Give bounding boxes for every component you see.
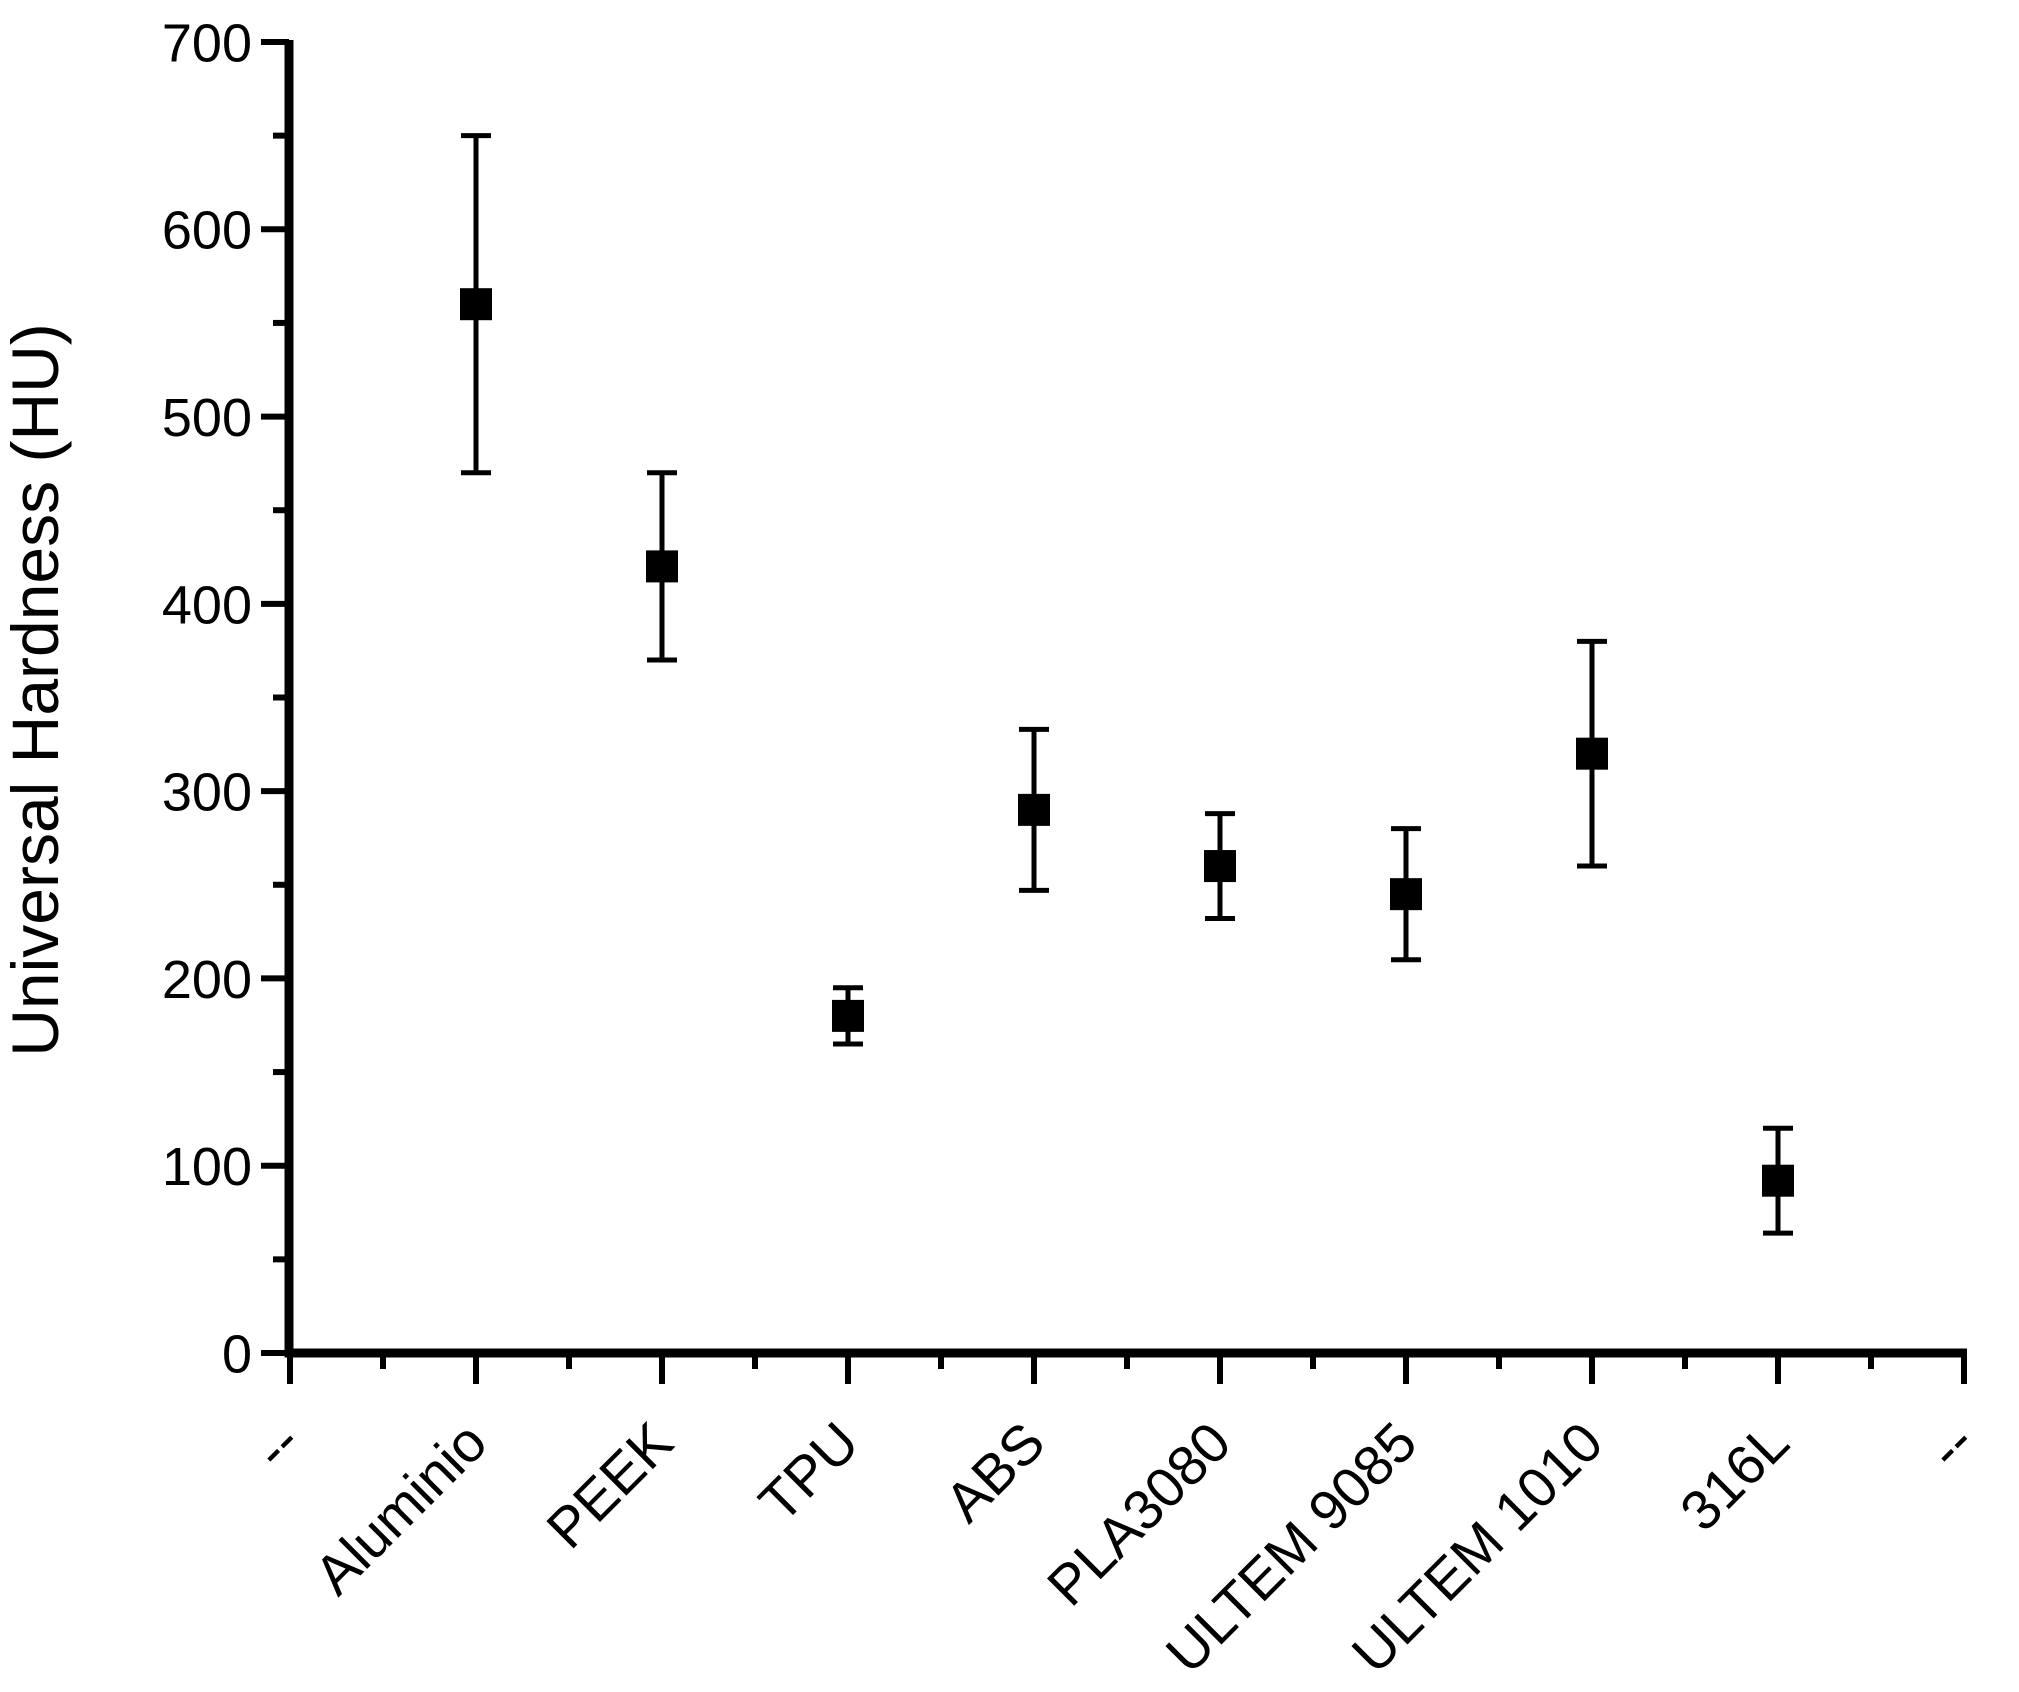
data-point-marker-316l: [1762, 1164, 1794, 1197]
data-point-marker-aluminio: [460, 288, 492, 321]
x-category-label: --: [1916, 1410, 1987, 1481]
x-category-label: PEEK: [534, 1410, 684, 1560]
data-point-marker-ultem-1010: [1576, 737, 1608, 770]
data-point-marker-tpu: [832, 999, 864, 1032]
x-category-label: TPU: [747, 1410, 871, 1534]
x-category-label: 316L: [1668, 1410, 1801, 1543]
y-tick-label: 300: [162, 763, 252, 823]
data-point-marker-peek: [646, 550, 678, 583]
y-tick-label: 700: [162, 13, 252, 73]
x-category-label: ABS: [933, 1410, 1057, 1534]
data-point-marker-abs: [1018, 793, 1050, 826]
y-tick-label: 100: [162, 1137, 252, 1197]
y-tick-label: 400: [162, 575, 252, 635]
data-point-marker-pla3080: [1204, 850, 1236, 883]
y-tick-label: 500: [162, 388, 252, 448]
y-axis-title: Universal Hardness (HU): [0, 323, 72, 1057]
x-category-label: Aluminio: [302, 1410, 498, 1606]
data-point-marker-ultem-9085: [1390, 878, 1422, 911]
y-tick-label: 200: [162, 950, 252, 1010]
x-category-label: --: [242, 1410, 313, 1481]
y-tick-label: 0: [222, 1324, 252, 1384]
y-tick-label: 600: [162, 201, 252, 261]
